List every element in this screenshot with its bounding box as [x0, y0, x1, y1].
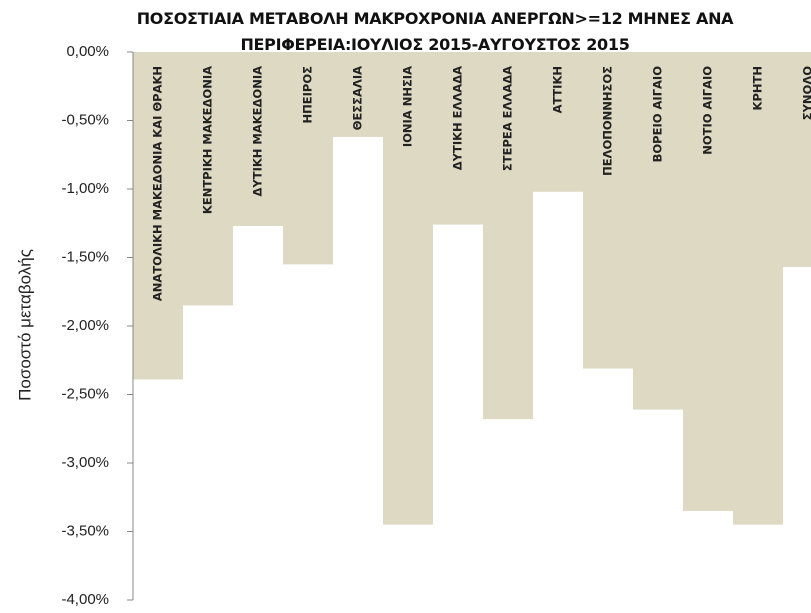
bar — [633, 52, 683, 410]
bar — [333, 52, 383, 137]
y-axis-label: Ποσοστό μεταβολής — [15, 249, 34, 401]
bar — [283, 52, 333, 265]
bar — [133, 52, 183, 380]
category-label: ΣΤΕΡΕΑ ΕΛΛΑΔΑ — [501, 66, 515, 171]
category-label: ΔΥΤΙΚΗ ΜΑΚΕΔΟΝΙΑ — [251, 66, 265, 197]
y-tick-label: -2,50% — [61, 385, 109, 402]
category-label: ΚΕΝΤΡΙΚΗ ΜΑΚΕΔΟΝΙΑ — [201, 66, 215, 214]
category-label: ΝΟΤΙΟ ΑΙΓΑΙΟ — [701, 66, 715, 155]
category-label: ΠΕΛΟΠΟΝΝΗΣΟΣ — [601, 66, 615, 176]
bar — [233, 52, 283, 226]
category-label: ΑΤΤΙΚΗ — [551, 66, 565, 113]
category-label: ΙΟΝΙΑ ΝΗΣΙΑ — [401, 66, 415, 147]
y-tick-label: -0,50% — [61, 111, 109, 128]
category-label: ΒΟΡΕΙΟ ΑΙΓΑΙΟ — [651, 66, 665, 163]
y-tick-label: -3,50% — [61, 522, 109, 539]
category-label: ΣΥΝΟΛΟ — [801, 66, 811, 120]
category-label: ΑΝΑΤΟΛΙΚΗ ΜΑΚΕΔΟΝΙΑ ΚΑΙ ΘΡΑΚΗ — [151, 66, 165, 301]
y-tick-label: -3,00% — [61, 454, 109, 471]
chart-title: ΠΟΣΟΣΤΙΑΙΑ ΜΕΤΑΒΟΛΗ ΜΑΚΡΟΧΡΟΝΙΑ ΑΝΕΡΓΩΝ>… — [136, 9, 734, 54]
bar — [483, 52, 533, 420]
bar — [433, 52, 483, 225]
bar — [533, 52, 583, 192]
y-tick-label: -2,00% — [61, 317, 109, 334]
bar — [733, 52, 783, 525]
bar — [583, 52, 633, 369]
bar — [683, 52, 733, 511]
y-tick-label: 0,00% — [66, 43, 109, 60]
y-tick-label: -1,50% — [61, 248, 109, 265]
bar — [383, 52, 433, 525]
bar — [783, 52, 811, 268]
y-tick-label: -1,00% — [61, 180, 109, 197]
y-tick-label: -4,00% — [61, 591, 109, 608]
category-label: ΘΕΣΣΑΛΙΑ — [351, 66, 365, 130]
category-label: ΚΡΗΤΗ — [751, 66, 765, 110]
category-label: ΔΥΤΙΚΗ ΕΛΛΑΔΑ — [451, 66, 465, 170]
bar — [183, 52, 233, 306]
category-label: ΗΠΕΙΡΟΣ — [301, 66, 315, 124]
